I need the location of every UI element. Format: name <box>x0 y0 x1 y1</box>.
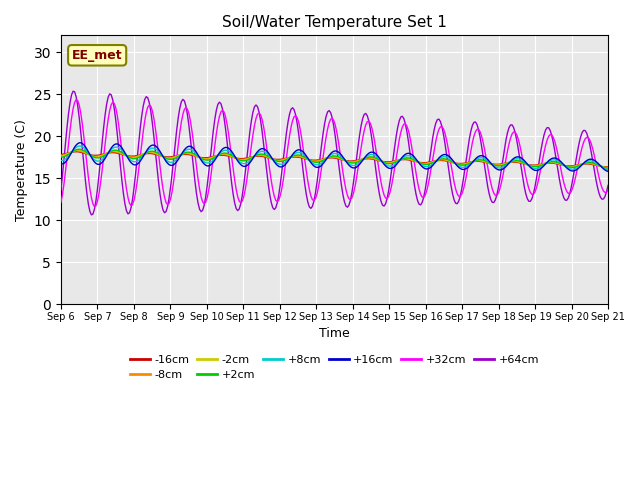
Y-axis label: Temperature (C): Temperature (C) <box>15 119 28 221</box>
Title: Soil/Water Temperature Set 1: Soil/Water Temperature Set 1 <box>222 15 447 30</box>
X-axis label: Time: Time <box>319 327 350 340</box>
Text: EE_met: EE_met <box>72 49 122 62</box>
Legend: -16cm, -8cm, -2cm, +2cm, +8cm, +16cm, +32cm, +64cm: -16cm, -8cm, -2cm, +2cm, +8cm, +16cm, +3… <box>125 350 543 385</box>
